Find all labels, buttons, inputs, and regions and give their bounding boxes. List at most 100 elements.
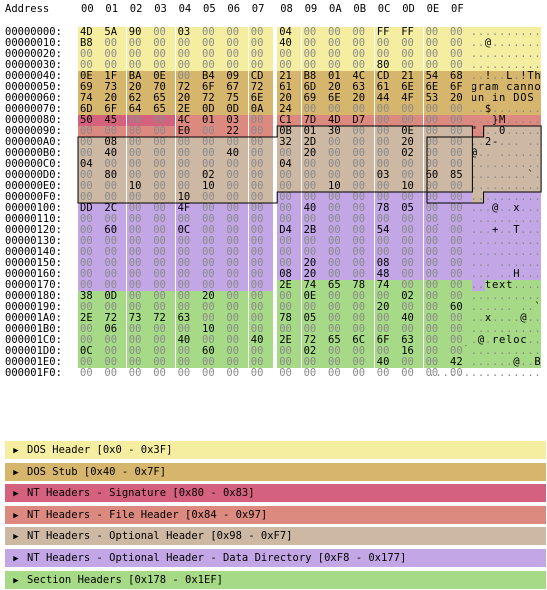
ascii-char[interactable]: . xyxy=(526,334,535,346)
hex-byte[interactable]: 72 xyxy=(248,82,273,93)
hex-byte[interactable]: 7D xyxy=(301,115,326,126)
hex-byte[interactable]: 00 xyxy=(175,49,200,60)
hex-byte[interactable]: 00 xyxy=(350,236,375,247)
hex-byte[interactable]: 40 xyxy=(175,335,200,346)
hex-byte[interactable]: 00 xyxy=(151,280,176,291)
ascii-char[interactable]: . xyxy=(519,356,527,368)
hex-byte[interactable]: 00 xyxy=(423,313,448,324)
hex-byte[interactable]: 00 xyxy=(277,324,302,335)
hex-byte[interactable]: 74 xyxy=(301,280,326,291)
hex-byte[interactable]: 74 xyxy=(374,280,399,291)
hex-byte[interactable]: 00 xyxy=(399,104,424,115)
ascii-char[interactable]: . xyxy=(484,345,492,357)
hex-byte[interactable]: 00 xyxy=(78,269,102,280)
hex-byte[interactable]: 00 xyxy=(102,60,127,71)
ascii-char[interactable]: " xyxy=(470,125,478,137)
ascii-char[interactable]: . xyxy=(534,246,542,258)
hex-byte[interactable]: 00 xyxy=(326,357,350,368)
hex-byte[interactable]: 00 xyxy=(102,126,127,137)
hex-byte[interactable]: 00 xyxy=(448,115,472,126)
hex-byte[interactable]: 00 xyxy=(126,324,151,335)
ascii-char[interactable]: . xyxy=(526,158,535,170)
ascii-char[interactable]: . xyxy=(519,257,527,269)
hex-byte[interactable]: 00 xyxy=(151,38,176,49)
hex-byte[interactable]: 00 xyxy=(78,137,102,148)
hex-byte[interactable]: 10 xyxy=(126,181,151,192)
section-item[interactable]: ▶ DOS Stub [0x40 - 0x7F] xyxy=(5,462,546,481)
hex-byte[interactable]: 42 xyxy=(448,357,472,368)
hex-byte[interactable]: 00 xyxy=(326,137,350,148)
hex-byte[interactable]: D4 xyxy=(277,225,302,236)
ascii-char[interactable]: . xyxy=(512,37,520,49)
hex-byte[interactable]: 00 xyxy=(151,269,176,280)
ascii-char[interactable]: . xyxy=(505,191,513,203)
hex-byte[interactable]: 00 xyxy=(374,38,399,49)
hex-byte[interactable]: 20 xyxy=(350,93,375,104)
hex-byte[interactable]: 00 xyxy=(78,148,102,159)
hex-byte[interactable]: 00 xyxy=(448,324,472,335)
hex-byte[interactable]: 00 xyxy=(448,137,472,148)
hex-byte[interactable]: 00 xyxy=(126,159,151,170)
ascii-char[interactable]: . xyxy=(505,257,513,269)
ascii-char[interactable]: ! xyxy=(484,70,492,82)
ascii-char[interactable]: . xyxy=(477,103,485,115)
ascii-char[interactable]: . xyxy=(484,290,492,302)
hex-byte[interactable]: 00 xyxy=(448,291,472,302)
hex-byte[interactable]: 00 xyxy=(374,49,399,60)
hex-byte[interactable]: 0D xyxy=(224,104,249,115)
ascii-char[interactable]: . xyxy=(491,48,499,60)
hex-byte[interactable]: 00 xyxy=(102,49,127,60)
ascii-char[interactable]: . xyxy=(498,312,506,324)
hex-byte[interactable]: 00 xyxy=(175,159,200,170)
hex-byte[interactable]: 40 xyxy=(248,335,273,346)
expand-arrow-icon[interactable]: ▶ xyxy=(13,554,19,564)
ascii-char[interactable]: . xyxy=(491,37,499,49)
ascii-char[interactable]: . xyxy=(491,290,499,302)
ascii-char[interactable]: . xyxy=(526,48,535,60)
hex-byte[interactable]: 00 xyxy=(301,236,326,247)
hex-byte[interactable]: 00 xyxy=(126,126,151,137)
hex-byte[interactable]: 00 xyxy=(423,137,448,148)
section-item[interactable]: ▶ Section Headers [0x178 - 0x1EF] xyxy=(5,570,546,589)
hex-byte[interactable]: 00 xyxy=(224,346,249,357)
ascii-char[interactable]: . xyxy=(534,26,542,38)
ascii-char[interactable]: a xyxy=(484,81,492,93)
ascii-char[interactable]: . xyxy=(519,158,527,170)
hex-byte[interactable]: 00 xyxy=(423,357,448,368)
hex-byte[interactable]: 08 xyxy=(277,269,302,280)
hex-byte[interactable]: 00 xyxy=(399,225,424,236)
hex-byte[interactable]: 00 xyxy=(248,203,273,214)
ascii-char[interactable]: . xyxy=(498,169,506,181)
ascii-char[interactable]: . xyxy=(513,367,520,379)
hex-byte[interactable]: 00 xyxy=(248,170,273,181)
hex-byte[interactable]: 00 xyxy=(448,247,472,258)
hex-byte[interactable]: 2E xyxy=(277,335,302,346)
hex-byte[interactable]: 04 xyxy=(277,159,302,170)
hex-byte[interactable]: 00 xyxy=(175,170,200,181)
hex-byte[interactable]: 00 xyxy=(374,126,399,137)
hex-byte[interactable]: 6F xyxy=(200,82,224,93)
hex-byte[interactable]: 60 xyxy=(448,302,472,313)
hex-byte[interactable]: 00 xyxy=(126,203,151,214)
hex-byte[interactable]: 6F xyxy=(374,335,399,346)
ascii-char[interactable]: . xyxy=(498,323,506,335)
ascii-char[interactable]: . xyxy=(456,367,463,379)
hex-byte[interactable]: 00 xyxy=(248,302,273,313)
ascii-char[interactable]: . xyxy=(498,246,506,258)
hex-byte[interactable]: 00 xyxy=(350,225,375,236)
hex-byte[interactable]: 00 xyxy=(175,214,200,225)
hex-byte[interactable]: 50 xyxy=(78,115,102,126)
ascii-char[interactable] xyxy=(534,93,542,104)
ascii-char[interactable]: . xyxy=(505,114,513,126)
hex-byte[interactable]: 00 xyxy=(301,49,326,60)
ascii-char[interactable]: . xyxy=(484,224,492,236)
hex-byte[interactable]: 24 xyxy=(277,104,302,115)
ascii-char[interactable]: . xyxy=(519,345,527,357)
hex-byte[interactable]: 00 xyxy=(277,60,302,71)
hex-byte[interactable]: 00 xyxy=(350,159,375,170)
hex-byte[interactable]: 22 xyxy=(224,126,249,137)
ascii-char[interactable]: . xyxy=(442,367,449,379)
hex-byte[interactable]: 75 xyxy=(224,93,249,104)
hex-byte[interactable]: 00 xyxy=(326,302,350,313)
hex-byte[interactable]: 20 xyxy=(301,258,326,269)
